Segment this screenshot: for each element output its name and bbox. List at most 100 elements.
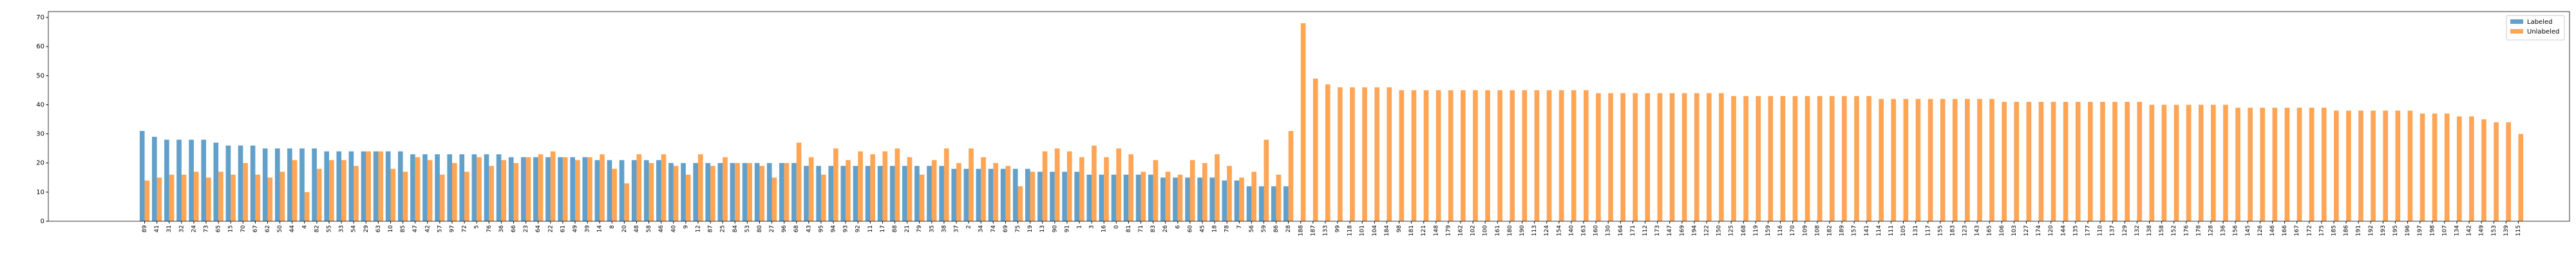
bar [1780,95,1786,221]
x-tick-label: 46 [658,225,665,233]
x-tick-label: 41 [154,225,160,232]
x-tick-label: 153 [2491,225,2497,236]
x-tick-label: 161 [1495,225,1501,236]
x-tick-label: 141 [1864,225,1870,236]
bar [501,160,507,221]
bar [1160,177,1166,221]
bar [828,166,834,221]
x-tick-label: 193 [2380,225,2387,236]
bar [402,172,408,221]
x-tick-label: 119 [1753,225,1759,236]
bar [545,157,551,221]
x-tick-label: 192 [2368,225,2374,236]
y-tick-label: 60 [36,43,44,50]
bar [2050,101,2056,221]
x-tick-label: 198 [2429,225,2436,236]
bar [969,148,974,221]
x-tick-label: 175 [2318,225,2325,236]
bar [1694,93,1700,221]
x-tick-label: 2 [966,225,972,229]
bar [804,166,809,221]
x-tick-label: 162 [1458,225,1464,236]
x-tick-label: 171 [1630,225,1636,236]
bar [919,174,925,221]
bar [2272,107,2278,221]
bar [619,160,625,221]
bar [329,160,334,221]
x-tick-label: 25 [720,225,726,232]
x-tick-label: 177 [2085,225,2092,236]
x-tick-label: 75 [1015,225,1021,232]
bar [451,163,457,221]
x-tick-label: 109 [1802,225,1808,236]
x-tick-label: 107 [2441,225,2448,236]
x-tick-label: 92 [855,225,862,232]
bar [2002,101,2007,221]
bar [2026,101,2032,221]
x-tick-label: 32 [178,225,185,232]
x-tick-label: 62 [265,225,271,232]
x-tick-label: 158 [2159,225,2165,236]
bar [1510,90,1515,221]
x-tick-label: 176 [2183,225,2190,236]
bar [1288,131,1294,221]
bar [2223,104,2228,221]
x-tick-label: 188 [1298,225,1304,236]
bar [1251,172,1257,221]
bar [2014,101,2020,221]
bar [2284,107,2290,221]
x-tick-label: 74 [990,225,997,233]
bar [582,157,588,221]
bar [213,143,219,221]
bar [2358,110,2363,221]
x-tick-label: 57 [437,225,443,232]
bar [1239,177,1244,221]
bar [1989,99,1994,221]
bar [988,168,994,221]
bar [189,139,194,221]
x-tick-label: 24 [191,225,197,233]
bar [279,172,285,221]
x-tick-label: 160 [1593,225,1600,236]
x-tick-label: 0 [1113,225,1120,229]
x-tick-label: 159 [1765,225,1772,236]
bar [1037,172,1043,221]
x-tick-label: 42 [424,225,431,232]
bar [766,163,772,221]
bar [415,157,421,221]
x-tick-label: 3 [1089,225,1095,229]
bar [1264,139,1269,221]
bar [2112,101,2117,221]
bar [2371,110,2376,221]
bar [963,168,969,221]
x-tick-label: 17 [880,225,886,232]
x-tick-label: 49 [572,225,578,233]
x-tick-label: 10 [388,225,394,233]
bar [1608,93,1613,221]
x-tick-label: 189 [1839,225,1846,236]
x-tick-label: 191 [2356,225,2362,236]
bar [754,163,760,221]
bar [1325,84,1331,221]
bar [1681,93,1687,221]
x-tick-label: 187 [1310,225,1316,236]
x-tick-label: 45 [1199,225,1206,232]
y-tick-label: 30 [36,131,44,138]
x-tick-label: 181 [1408,225,1415,236]
bar [1792,95,1798,221]
x-tick-label: 33 [339,225,345,232]
bar [1350,87,1355,221]
x-tick-label: 185 [2331,225,2337,236]
bar [1485,90,1490,221]
bar [772,177,777,221]
bar [1633,93,1638,221]
x-tick-label: 7 [1236,225,1243,229]
x-tick-label: 126 [2257,225,2264,236]
x-tick-label: 184 [1384,225,1390,236]
bar [631,160,637,221]
bar [427,160,433,221]
bar [144,180,150,221]
bar [2125,101,2130,221]
bar [1153,160,1159,221]
x-tick-label: 146 [2269,225,2276,236]
